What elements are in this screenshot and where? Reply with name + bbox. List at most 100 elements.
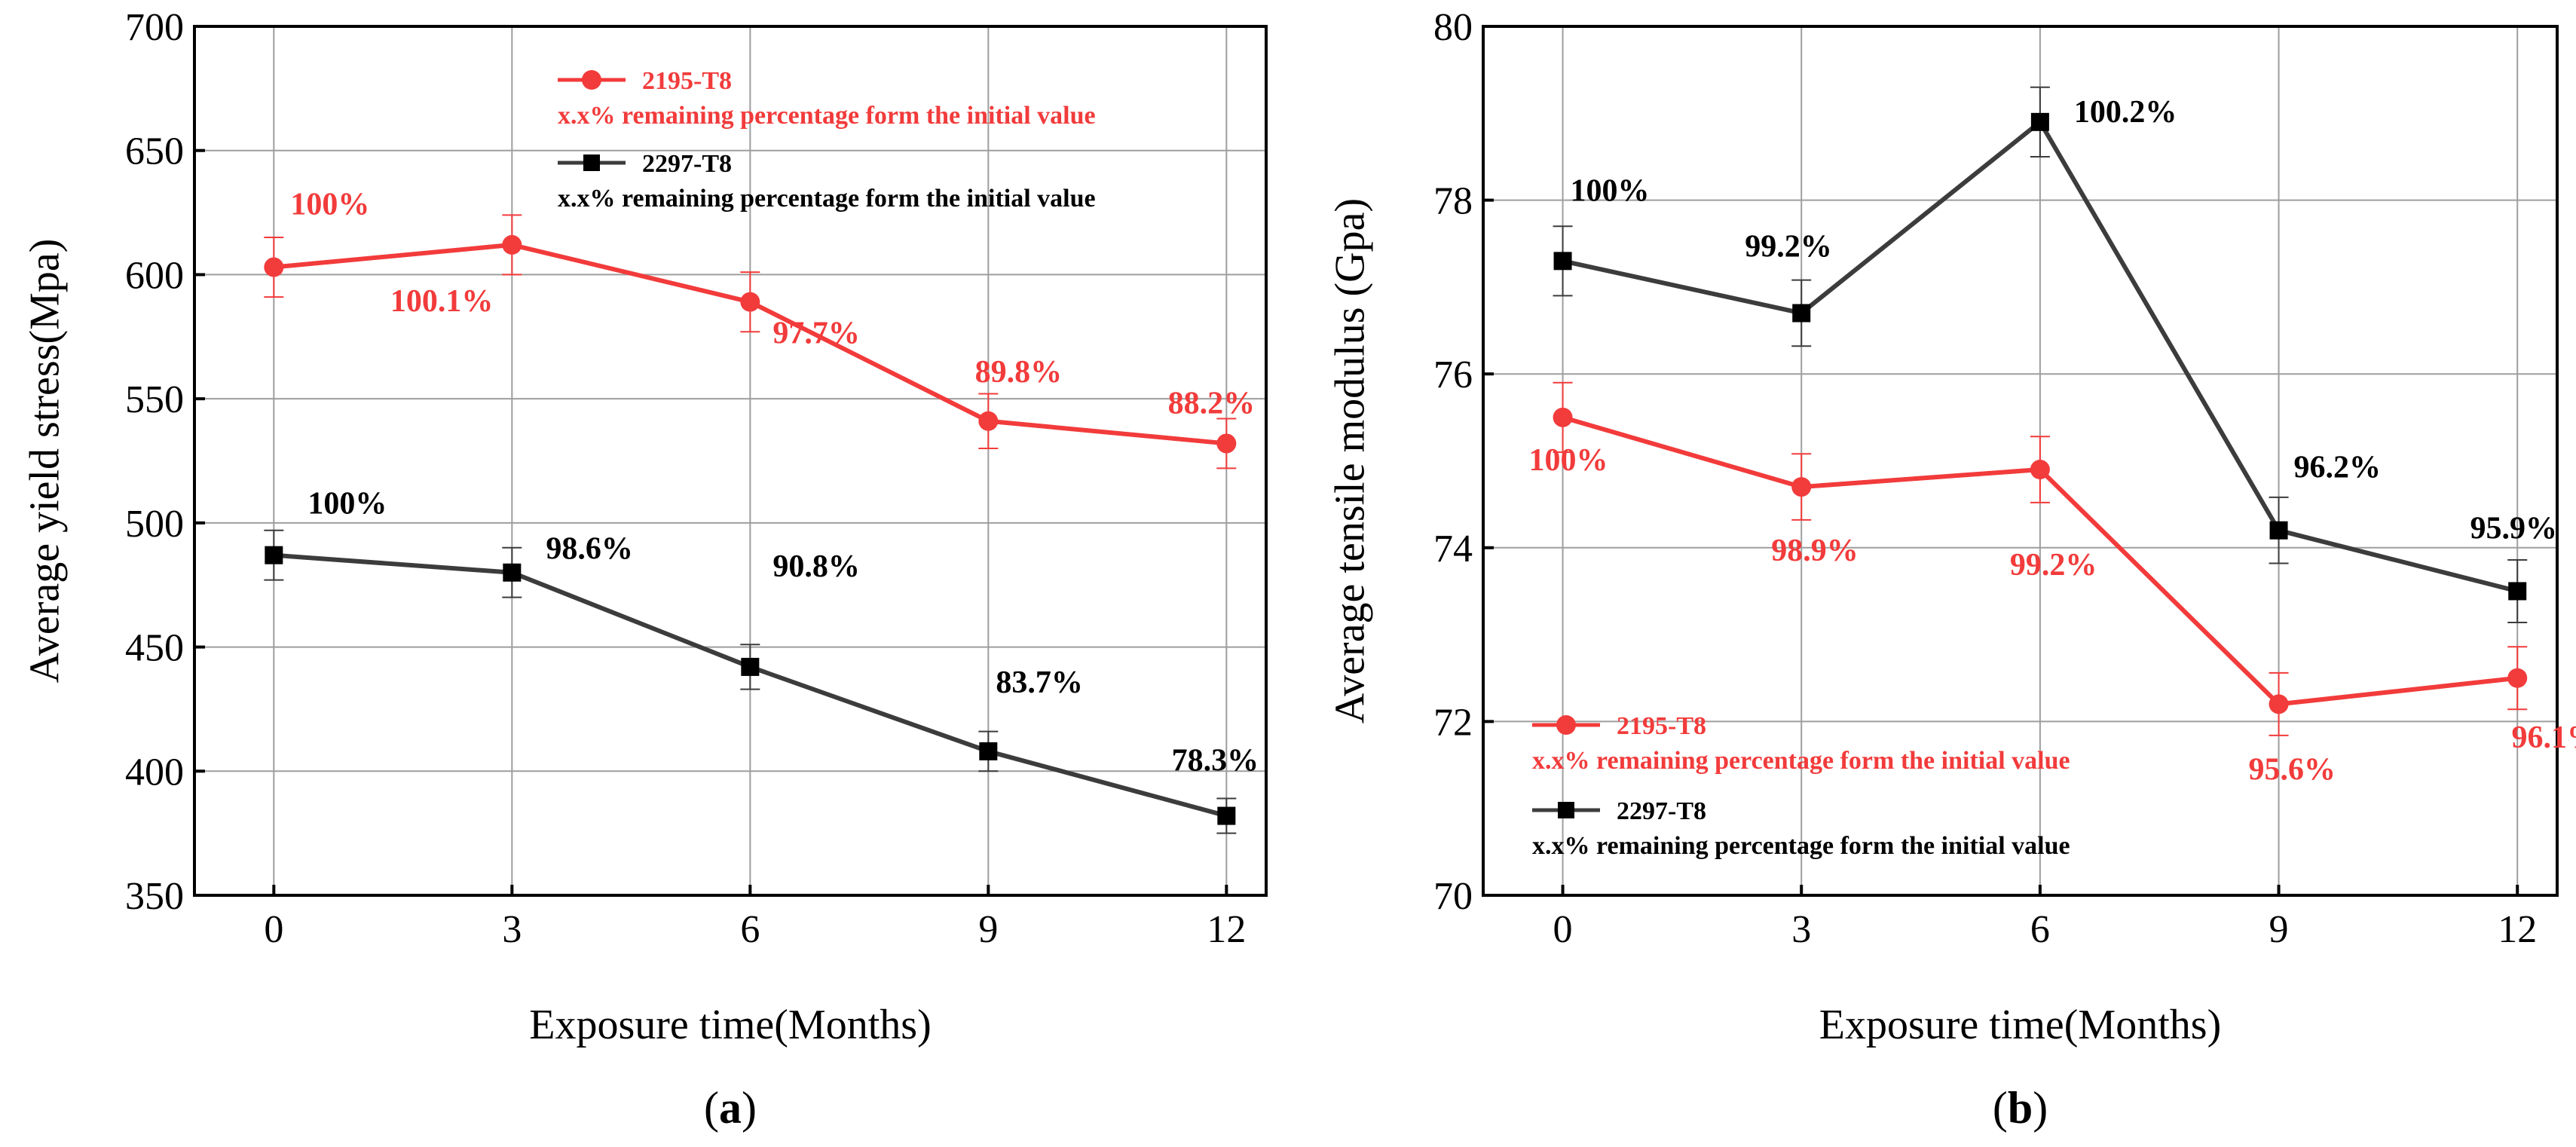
legend-label-2195-t8: 2195-T8 [1617,712,1706,740]
data-point-2297-t8 [741,657,760,676]
data-point-2297-t8 [1553,252,1572,271]
data-point-2297-t8 [1792,304,1811,323]
axis-ticks: 350 400 450 500 550 600 650 700 0 3 6 9 12 [125,6,1246,951]
data-label-2297-t8: 98.6% [546,532,633,567]
data-point-2297-t8 [265,546,283,564]
legend-circle-marker [582,70,601,90]
legend-note-2297-t8: x.x% remaining percentage form the initi… [1532,832,2070,860]
y-tick-label: 74 [1433,528,1473,570]
panel-label-part: a [719,1083,742,1133]
data-point-2195-t8 [1216,433,1237,454]
x-tick-label: 9 [978,908,998,951]
data-label-2297-t8: 90.8% [772,549,860,584]
x-tick-label: 3 [1791,908,1811,951]
y-tick-label: 650 [125,130,184,173]
data-label-2195-t8: 100% [1529,443,1608,478]
legend-note-2297-t8: x.x% remaining percentage form the initi… [558,185,1096,213]
x-tick-label: 9 [2269,908,2289,951]
data-label-2297-t8: 95.9% [2470,511,2557,546]
data-point-2297-t8 [979,742,998,760]
x-tick-label: 12 [1207,908,1246,951]
axis-ticks: 70 72 74 76 78 80 0 3 6 9 12 [1433,6,2537,951]
y-tick-label: 550 [125,378,184,421]
data-label-2195-t8: 97.7% [772,317,860,351]
legend-label-2195-t8: 2195-T8 [642,67,732,95]
data-label-2195-t8: 100.1% [390,284,494,319]
legend-square-marker [583,154,600,171]
series-layer [1553,86,2528,736]
y-tick-label: 400 [125,751,184,794]
legend-square-marker [1558,802,1574,818]
data-point-2195-t8 [2030,460,2050,480]
data-labels: 100% 98.9% 99.2% 95.6% 96.1% 100% 99.2% 100.2% 9… [1529,95,2576,788]
y-tick-label: 78 [1433,180,1473,223]
x-tick-label: 6 [2030,908,2050,951]
data-point-2195-t8 [502,234,522,255]
data-label-2297-t8: 99.2% [1745,229,1832,264]
y-tick-label: 700 [125,6,184,49]
x-tick-label: 12 [2498,908,2537,951]
y-tick-label: 72 [1433,701,1473,744]
data-label-2195-t8: 99.2% [2010,548,2097,583]
data-point-2297-t8 [1217,806,1236,825]
data-point-2195-t8 [2269,694,2289,714]
series-layer [264,214,1237,834]
data-label-2297-t8: 78.3% [1172,744,1259,778]
data-point-2195-t8 [978,411,999,431]
panel-label: (b) [1993,1083,2048,1133]
data-point-2297-t8 [503,563,522,582]
legend-note-2195-t8: x.x% remaining percentage form the initi… [558,102,1096,130]
x-axis-title: Exposure time(Months) [529,1002,931,1048]
legend-circle-marker [1556,715,1576,735]
x-tick-label: 6 [740,908,760,951]
panel-a-yield-stress-chart: 350 400 450 500 550 600 650 700 0 3 6 9 12 100% 100.1… [22,6,1268,1133]
panel-label: (a) [704,1083,757,1133]
data-label-2195-t8: 88.2% [1168,386,1256,421]
y-tick-label: 450 [125,627,184,670]
plot-frame [193,25,1268,897]
panel-label-part: ) [742,1083,757,1133]
data-label-2195-t8: 96.1% [2511,720,2576,755]
data-label-2297-t8: 100.2% [2074,95,2177,130]
data-point-2195-t8 [1791,477,1812,497]
legend: 2195-T8 x.x% remaining percentage form t… [1532,712,2070,860]
data-point-2195-t8 [2507,668,2528,688]
legend: 2195-T8 x.x% remaining percentage form t… [558,67,1096,213]
data-label-2297-t8: 100% [307,487,387,522]
data-label-2195-t8: 89.8% [975,355,1063,390]
legend-label-2297-t8: 2297-T8 [1617,797,1706,825]
x-tick-label: 0 [1553,908,1573,951]
y-tick-label: 350 [125,875,184,918]
legend-label-2297-t8: 2297-T8 [642,150,732,178]
panel-label-part: ) [2033,1083,2048,1133]
data-point-2195-t8 [264,257,284,277]
data-point-2297-t8 [2508,582,2527,601]
y-tick-label: 500 [125,503,184,546]
data-label-2297-t8: 96.2% [2294,451,2382,485]
data-label-2297-t8: 83.7% [996,665,1083,700]
y-axis-title: Average yield stress(Mpa) [22,239,69,684]
panel-label-part: b [2008,1083,2033,1133]
data-point-2195-t8 [740,292,760,312]
y-tick-label: 600 [125,254,184,297]
data-labels: 100% 100.1% 97.7% 89.8% 88.2% 100% 98.6% 90.8% 8… [290,188,1259,778]
plot-frame [1482,25,2559,897]
x-axis-title: Exposure time(Months) [1819,1002,2221,1048]
panel-b-tensile-modulus-chart: 70 72 74 76 78 80 0 3 6 9 12 100% 98.9% 99.2% 95.6% 96… [1327,6,2576,1133]
data-label-2195-t8: 100% [290,188,369,222]
y-tick-label: 76 [1433,353,1473,396]
panel-label-part: ( [1993,1083,2008,1133]
panel-label-part: ( [704,1083,719,1133]
data-point-2195-t8 [1553,407,1573,427]
data-point-2297-t8 [2269,521,2288,540]
x-tick-label: 0 [264,908,283,951]
x-tick-label: 3 [502,908,522,951]
data-point-2297-t8 [2030,112,2049,131]
y-tick-label: 80 [1433,6,1473,49]
data-label-2195-t8: 95.6% [2249,752,2336,787]
y-tick-label: 70 [1433,875,1473,918]
legend-note-2195-t8: x.x% remaining percentage form the initi… [1532,747,2070,775]
y-axis-title: Average tensile modulus (Gpa) [1327,198,1374,723]
data-label-2195-t8: 98.9% [1771,534,1859,568]
